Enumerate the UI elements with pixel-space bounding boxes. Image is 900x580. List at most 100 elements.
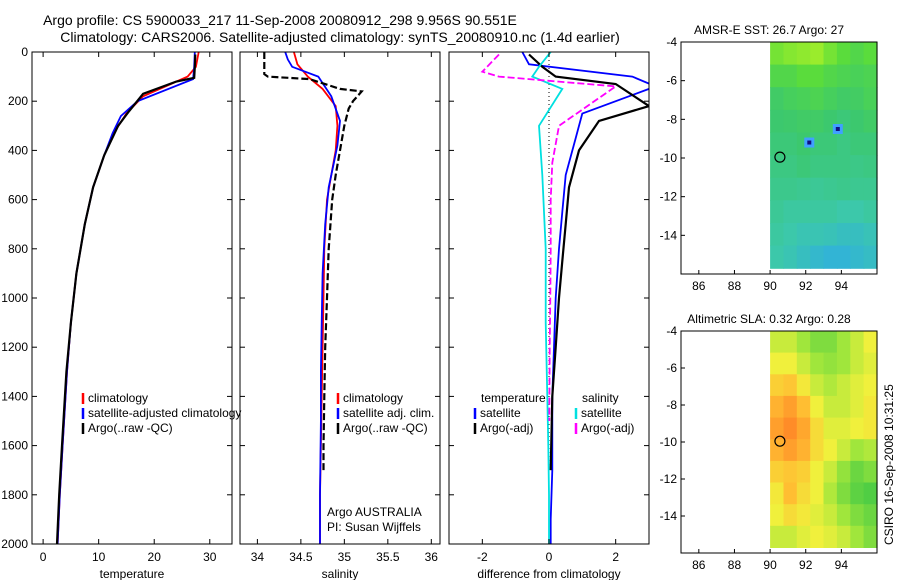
sla_map-cell bbox=[770, 504, 785, 527]
sst_map-cell bbox=[770, 109, 785, 134]
depth-tick-label-8: 1600 bbox=[1, 439, 28, 453]
sst_map-cell bbox=[770, 245, 785, 269]
sla_map-ytick-label-2: -8 bbox=[666, 398, 677, 412]
sst_map-cell bbox=[863, 132, 878, 156]
sla_map-cell bbox=[863, 417, 878, 440]
temperature-xtick-label-1: 10 bbox=[92, 550, 106, 564]
sst_map-cell bbox=[863, 245, 878, 269]
salinity-xtick-label-0: 34 bbox=[251, 550, 265, 564]
sst_map-cell bbox=[836, 245, 851, 269]
sst_map-cell bbox=[850, 177, 865, 201]
sla_map-cell bbox=[796, 439, 811, 462]
difference-legend-sal-satellite-label: satellite bbox=[581, 406, 622, 420]
temperature-xtick-label-2: 20 bbox=[148, 550, 162, 564]
sst_map-xtick-label-1: 88 bbox=[728, 279, 742, 293]
sst_map-cell bbox=[796, 42, 811, 66]
sla_map-cell bbox=[796, 352, 811, 375]
sla_map-cell bbox=[783, 460, 798, 484]
sst_map-cell bbox=[850, 245, 865, 269]
sla_map-cell bbox=[810, 374, 825, 397]
sla_map-cell bbox=[770, 482, 785, 505]
sst_map-cell bbox=[836, 42, 851, 66]
sla_map-cell bbox=[783, 331, 798, 354]
sla_map-cell bbox=[810, 439, 825, 462]
difference-series-2 bbox=[530, 52, 564, 544]
sla_map-cell bbox=[836, 439, 851, 462]
sst_map-ytick-label-5: -14 bbox=[660, 228, 678, 242]
sla_map-cell bbox=[850, 525, 865, 548]
sla_map-cell bbox=[836, 460, 851, 484]
sst_map-cell bbox=[850, 155, 865, 179]
sst_map-cell bbox=[770, 132, 785, 156]
sla_map-cell bbox=[783, 504, 798, 527]
sla_map-cell bbox=[863, 439, 878, 462]
sst_map-cell bbox=[810, 64, 825, 88]
sst_map-xtick-label-4: 94 bbox=[835, 279, 849, 293]
difference-legend-temperature-title: temperature bbox=[481, 391, 546, 405]
sla_map-cell bbox=[810, 504, 825, 527]
sla_map-cell bbox=[823, 395, 838, 419]
sla_map-cell bbox=[823, 439, 838, 462]
sla_map-cell bbox=[796, 460, 811, 484]
sla_map-cell bbox=[783, 525, 798, 548]
sst_map-cell bbox=[823, 64, 838, 88]
depth-tick-label-5: 1000 bbox=[1, 291, 28, 305]
sst_map-cell bbox=[863, 64, 878, 88]
sla_map-cell bbox=[783, 395, 798, 419]
difference-series-3 bbox=[480, 53, 619, 422]
sla_map-cell bbox=[836, 482, 851, 505]
sla_map-cell bbox=[850, 504, 865, 527]
difference-xtick-label-1: 0 bbox=[546, 550, 553, 564]
sst_map-hot-pixel-1 bbox=[835, 127, 840, 131]
sla_map-cell bbox=[770, 460, 785, 484]
difference-legend-temp-satellite-label: satellite bbox=[480, 406, 521, 420]
sst_map-cell bbox=[796, 245, 811, 269]
temperature-xtick-label-3: 30 bbox=[203, 550, 217, 564]
sla_map-cell bbox=[836, 331, 851, 354]
difference-legend-salinity-title: salinity bbox=[582, 391, 619, 405]
difference-legend-sal-argo-label: Argo(-adj) bbox=[581, 421, 634, 435]
sla_map-cell bbox=[836, 395, 851, 419]
temperature-xtick-label-0: 0 bbox=[40, 550, 47, 564]
temperature-series-2 bbox=[55, 54, 197, 544]
sla_map-cell bbox=[836, 504, 851, 527]
sla_map-cell bbox=[863, 525, 878, 548]
sst_map-ytick-label-4: -12 bbox=[660, 190, 678, 204]
sst_map-cell bbox=[863, 223, 878, 247]
sst_map-cell bbox=[783, 177, 798, 201]
sst_map-cell bbox=[810, 200, 825, 224]
sst_map-ytick-label-1: -6 bbox=[666, 74, 677, 88]
sst_map-cell bbox=[850, 64, 865, 88]
sst_map-cell bbox=[770, 223, 785, 247]
sla_map-title: Altimetric SLA: 0.32 Argo: 0.28 bbox=[687, 312, 851, 326]
sst_map-cell bbox=[863, 42, 878, 66]
sla_map-cell bbox=[863, 482, 878, 505]
sst_map-cell bbox=[796, 155, 811, 179]
sla_map-cell bbox=[770, 395, 785, 419]
sla_map-cell bbox=[810, 331, 825, 354]
sst_map-cell bbox=[863, 87, 878, 111]
sst_map-cell bbox=[836, 223, 851, 247]
sla_map-cell bbox=[863, 504, 878, 527]
depth-tick-label-4: 800 bbox=[8, 242, 28, 256]
sst_map-argo-marker bbox=[774, 151, 786, 163]
sla_map-cell bbox=[850, 331, 865, 354]
sst_map-cell bbox=[823, 245, 838, 269]
sst_map-cell bbox=[796, 109, 811, 134]
difference-series-0 bbox=[521, 52, 649, 544]
sst_map-cell bbox=[823, 223, 838, 247]
salinity-series-1 bbox=[284, 52, 341, 544]
sst_map-xtick-label-3: 92 bbox=[799, 279, 813, 293]
depth-tick-label-0: 0 bbox=[21, 45, 28, 59]
sla_map-cell bbox=[850, 352, 865, 375]
sst_map-cell bbox=[796, 177, 811, 201]
sla_map-xtick-label-2: 90 bbox=[763, 558, 777, 572]
sla_map-ytick-label-0: -4 bbox=[666, 324, 677, 338]
sst_map-cell bbox=[850, 223, 865, 247]
sst_map-cell bbox=[796, 223, 811, 247]
sst_map-cell bbox=[836, 155, 851, 179]
sst_map-cell bbox=[770, 200, 785, 224]
sla_map-cell bbox=[823, 460, 838, 484]
sst_map-title: AMSR-E SST: 26.7 Argo: 27 bbox=[694, 23, 844, 37]
salinity-series-0 bbox=[293, 52, 339, 544]
